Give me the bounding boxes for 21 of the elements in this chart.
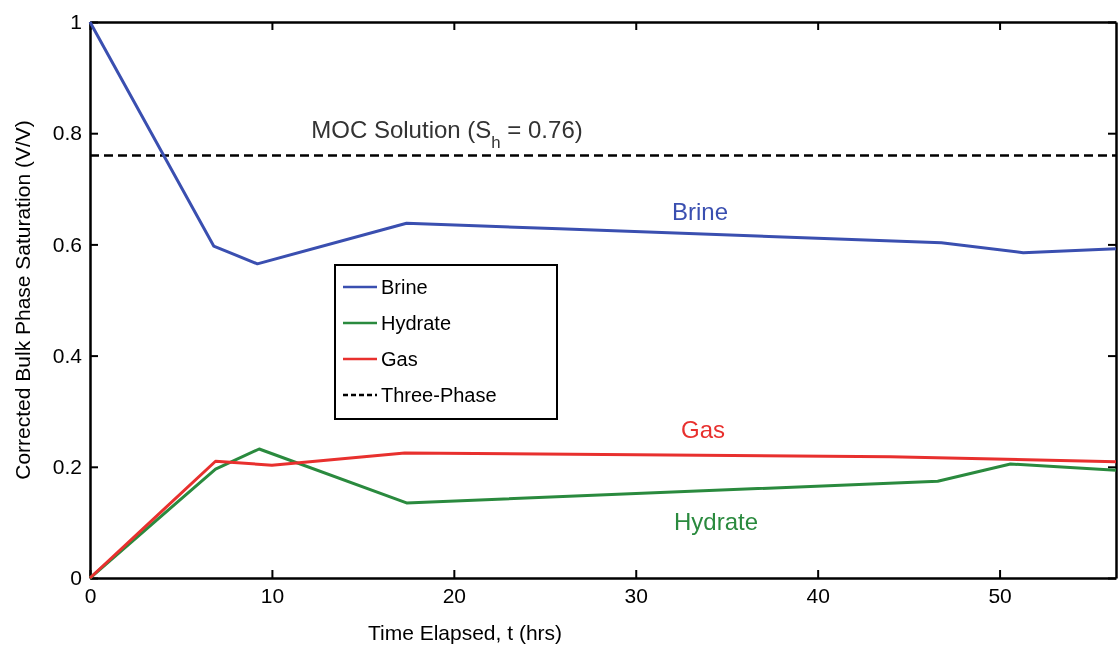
x-tick-label: 10 bbox=[260, 583, 285, 607]
legend-label: Three-Phase bbox=[381, 384, 497, 406]
annotation: MOC Solution (S$_{h}$ = 0.76) bbox=[311, 116, 583, 152]
y-tick-label: 0 bbox=[70, 566, 82, 590]
x-tick-label: 50 bbox=[988, 583, 1012, 607]
x-tick-label: 40 bbox=[806, 583, 830, 607]
y-tick-label: 0.6 bbox=[52, 232, 82, 256]
y-tick-label: 0.4 bbox=[52, 343, 83, 367]
y-tick-label: 1 bbox=[70, 10, 82, 34]
x-axis-title: Time Elapsed, t (hrs) bbox=[367, 621, 563, 644]
x-tick-label: 30 bbox=[624, 583, 648, 607]
x-tick-label: 20 bbox=[442, 583, 467, 607]
annotation: Brine bbox=[671, 198, 729, 225]
legend-label: Hydrate bbox=[381, 312, 452, 334]
legend-label: Gas bbox=[381, 348, 418, 370]
y-axis-title: Corrected Bulk Phase Saturation (V/V) bbox=[11, 120, 34, 480]
legend-label: Brine bbox=[381, 276, 428, 298]
y-tick-label: 0.2 bbox=[52, 455, 82, 479]
y-tick-label: 0.8 bbox=[52, 121, 82, 145]
annotation: Hydrate bbox=[673, 508, 759, 535]
annotation: Gas bbox=[680, 416, 726, 443]
